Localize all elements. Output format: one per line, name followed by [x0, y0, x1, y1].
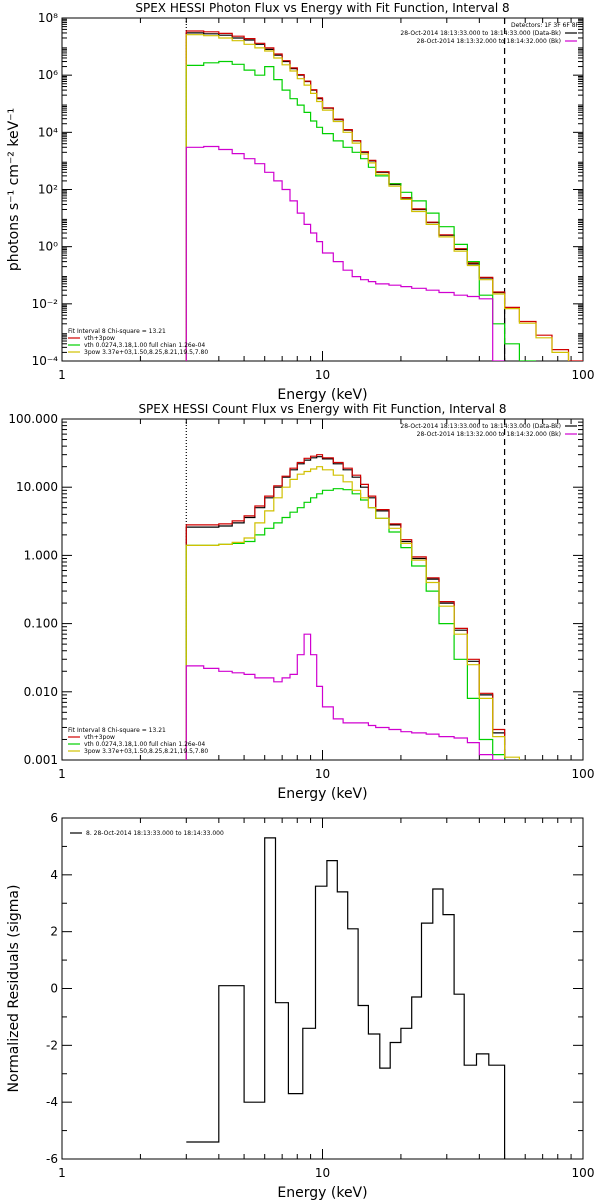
legend-left-text: vth+3pow — [84, 335, 115, 342]
legend-right-text: 28-Oct-2014 18:13:33.000 to 18:14:33.000… — [400, 423, 561, 430]
series-vth-3pow — [185, 454, 506, 760]
x-tick-label: 100 — [572, 368, 595, 382]
panel-title: SPEX HESSI Count Flux vs Energy with Fit… — [138, 402, 506, 416]
fit-interval-text: Fit Interval 8 Chi-square = 13.21 — [68, 328, 166, 335]
y-tick-label: 1.000 — [24, 548, 58, 562]
x-tick-label: 1 — [58, 767, 66, 781]
x-tick-label: 10 — [315, 1166, 330, 1180]
y-tick-label: 6 — [50, 811, 58, 825]
panel-1: SPEX HESSI Photon Flux vs Energy with Fi… — [6, 1, 594, 403]
legend-left-text: 3pow 3.37e+03,1.50,8.25,8.21,19.5,7.80 — [84, 349, 208, 356]
y-tick-label: 10⁰ — [38, 240, 58, 254]
x-axis-label: Energy (keV) — [277, 387, 367, 403]
legend-left-text: vth 0.0274,3.18,1.00 full chian 1.26e-04 — [84, 741, 205, 748]
detectors-text: Detectors: 1F 3F 6F 8F — [511, 22, 580, 29]
y-tick-label: 0 — [50, 982, 58, 996]
legend-left-text: vth 0.0274,3.18,1.00 full chian 1.26e-04 — [84, 342, 205, 349]
y-axis-ticks: -6 -4 -2 0 2 4 6 — [46, 811, 583, 1166]
y-tick-label: -4 — [46, 1095, 58, 1109]
panel-3: 1 10 100 -6 -4 -2 0 2 4 6 Energy (keV) Normalized R… — [6, 811, 594, 1200]
series-bk — [185, 633, 505, 760]
legend-text: 8. 28-Oct-2014 18:13:33.000 to 18:14:33.… — [86, 830, 224, 837]
x-axis-ticks: 1 10 100 — [58, 419, 594, 781]
series-group — [185, 30, 583, 361]
series-vth-3pow — [185, 30, 583, 361]
y-axis-ticks: 0.001 0.010 0.100 1.000 10.000 100.000 — [8, 412, 583, 767]
y-tick-label: 10² — [38, 183, 58, 197]
y-tick-label: -2 — [46, 1038, 58, 1052]
y-tick-label: 10⁸ — [38, 11, 58, 25]
y-tick-label: 0.010 — [24, 685, 58, 699]
y-tick-label: -6 — [46, 1152, 58, 1166]
panel-title: SPEX HESSI Photon Flux vs Energy with Fi… — [135, 1, 509, 15]
y-tick-label: 10⁴ — [38, 125, 58, 139]
x-tick-label: 1 — [58, 368, 66, 382]
series-vth — [185, 60, 536, 361]
y-tick-label: 100.000 — [8, 412, 58, 426]
series-data-bk — [185, 32, 506, 361]
x-axis-label: Energy (keV) — [277, 786, 367, 802]
legend-left-text: vth+3pow — [84, 734, 115, 741]
series-residuals — [186, 837, 506, 1159]
x-tick-label: 100 — [572, 767, 595, 781]
x-axis-label: Energy (keV) — [277, 1185, 367, 1200]
series-3pow — [185, 466, 520, 760]
series-group — [186, 837, 506, 1159]
legend-right-text: 28-Oct-2014 18:13:32.000 to 18:14:32.000… — [417, 431, 561, 438]
series-data-bk — [185, 456, 506, 760]
y-axis-label: photons s⁻¹ cm⁻² keV⁻¹ — [6, 108, 22, 271]
x-tick-label: 1 — [58, 1166, 66, 1180]
x-tick-label: 10 — [315, 368, 330, 382]
y-tick-label: 10⁻⁴ — [32, 354, 59, 368]
x-axis-ticks: 1 10 100 — [58, 18, 594, 382]
series-bk — [185, 145, 505, 361]
series-3pow — [185, 34, 583, 361]
legend-left-text: 3pow 3.37e+03,1.50,8.25,8.21,19.5,7.80 — [84, 748, 208, 755]
y-tick-label: 10.000 — [16, 480, 58, 494]
x-tick-label: 10 — [315, 767, 330, 781]
series-group — [185, 454, 520, 760]
legend-right-text: 28-Oct-2014 18:13:33.000 to 18:14:33.000… — [400, 30, 561, 37]
x-axis-ticks: 1 10 100 — [58, 818, 594, 1180]
y-tick-label: 0.100 — [24, 617, 58, 631]
series-vth — [185, 488, 506, 760]
y-axis-ticks: 10⁻⁴ 10⁻² 10⁰ 10² 10⁴ 10⁶ 10⁸ — [32, 11, 583, 368]
fit-interval-text: Fit Interval 8 Chi-square = 13.21 — [68, 727, 166, 734]
y-tick-label: 10⁶ — [38, 68, 58, 82]
y-tick-label: 10⁻² — [32, 297, 59, 311]
legend-right-text: 28-Oct-2014 18:13:32.000 to 18:14:32.000… — [417, 38, 561, 45]
y-tick-label: 0.001 — [24, 753, 58, 767]
panel-2: SPEX HESSI Count Flux vs Energy with Fit… — [8, 402, 594, 802]
y-tick-label: 4 — [50, 868, 58, 882]
y-tick-label: 2 — [50, 925, 58, 939]
y-axis-label: Normalized Residuals (sigma) — [6, 885, 22, 1093]
x-tick-label: 100 — [572, 1166, 595, 1180]
